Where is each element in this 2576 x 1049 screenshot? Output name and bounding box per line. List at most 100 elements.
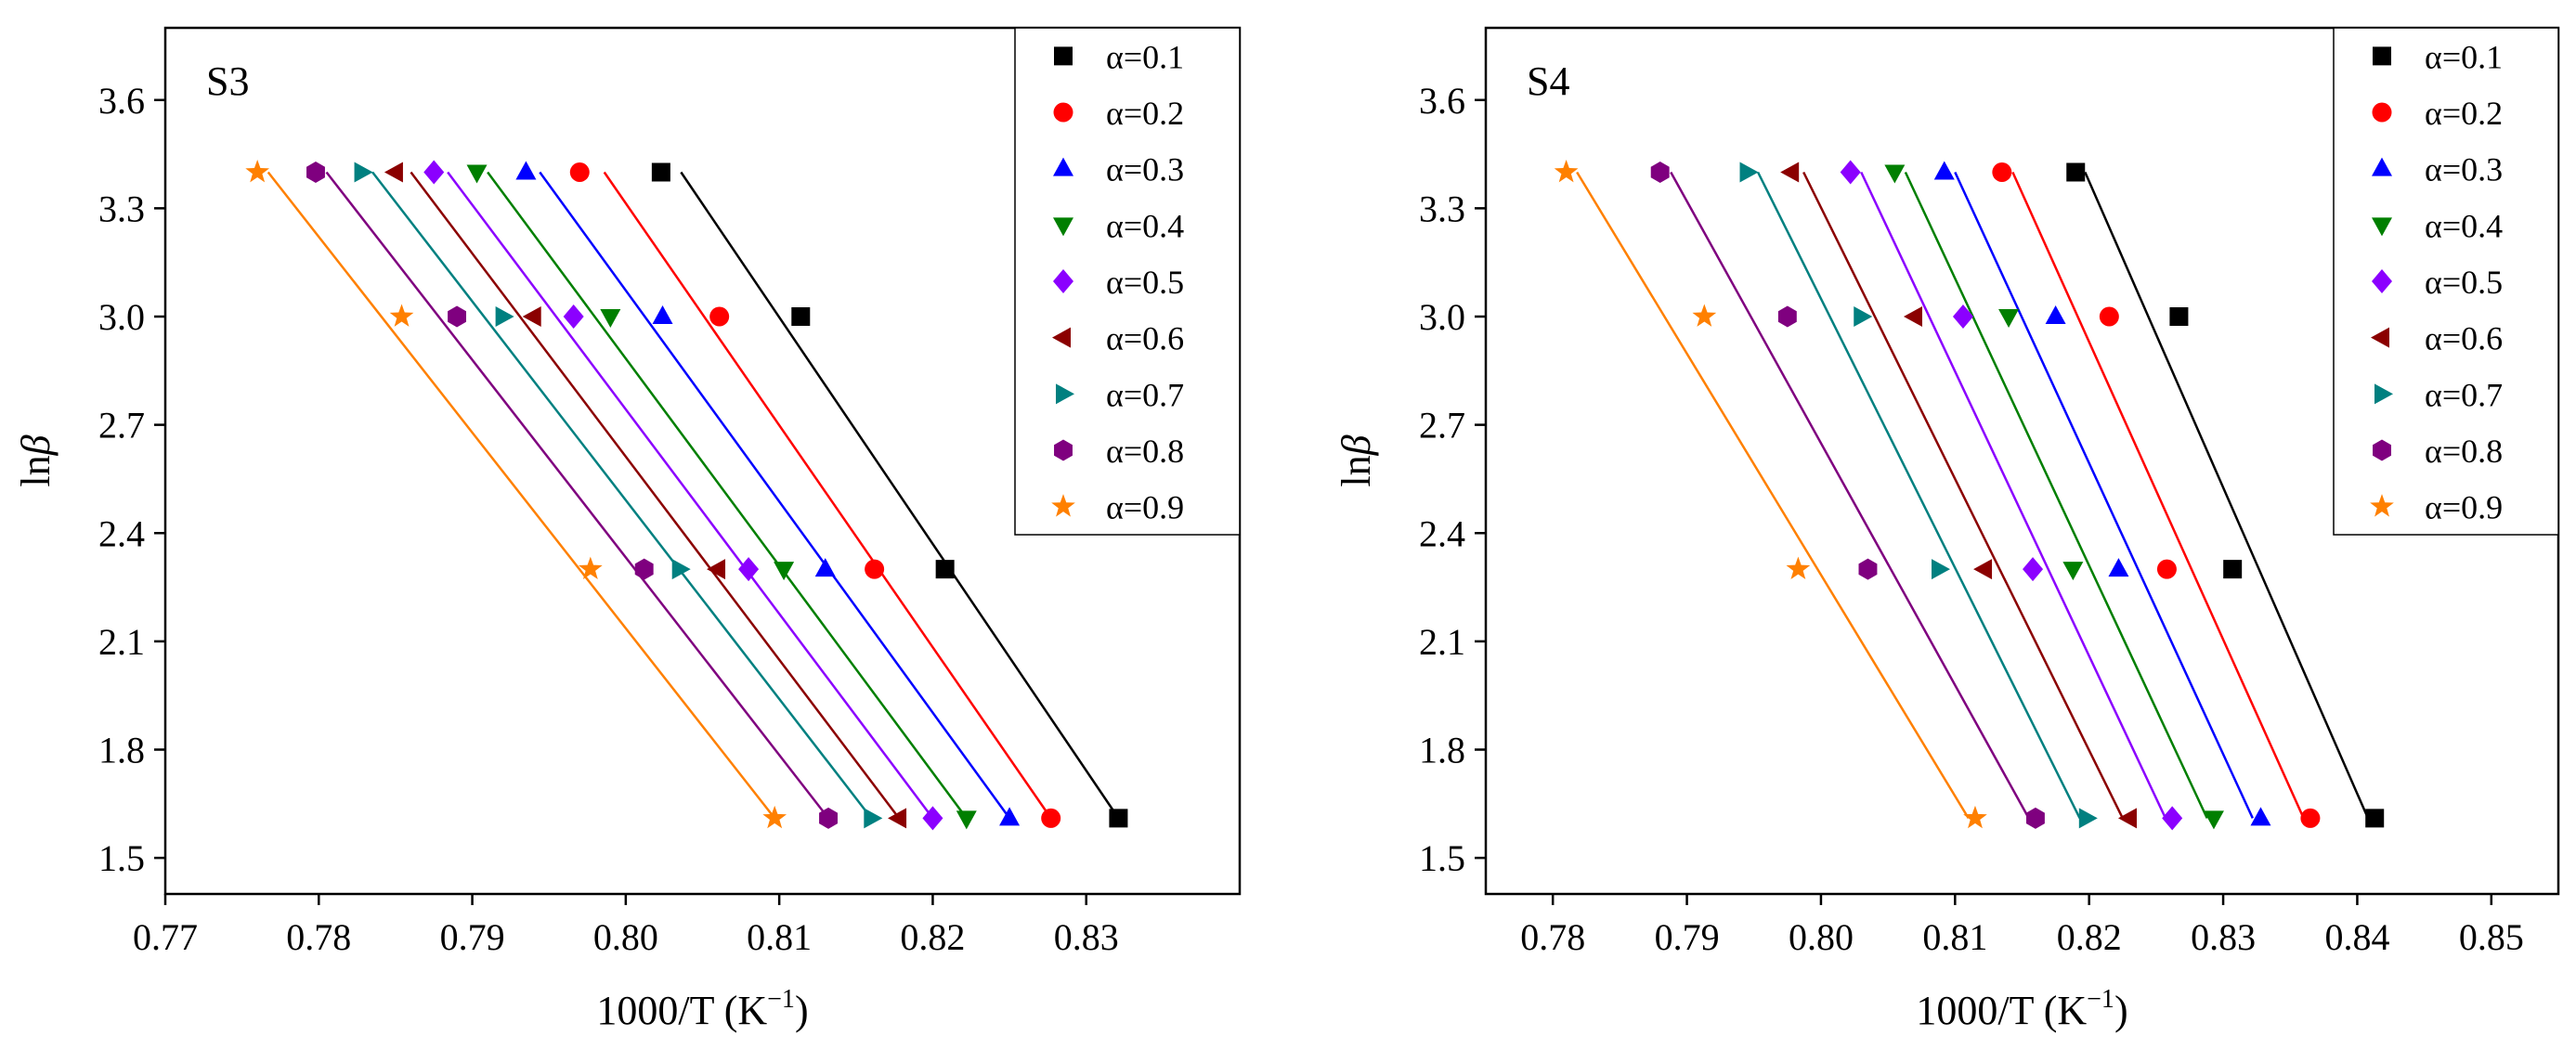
legend-item: α=0.7 bbox=[1056, 376, 1184, 413]
data-point bbox=[935, 560, 955, 579]
series-α-0.6 bbox=[1780, 162, 2137, 829]
data-point bbox=[1109, 809, 1128, 828]
x-tick-label: 0.82 bbox=[2057, 916, 2122, 958]
legend-label: α=0.5 bbox=[2425, 264, 2503, 301]
data-point bbox=[2156, 559, 2177, 579]
data-point bbox=[1041, 808, 1061, 828]
data-point bbox=[1963, 805, 1987, 829]
data-point bbox=[448, 305, 467, 328]
data-point bbox=[651, 162, 670, 182]
data-point bbox=[389, 304, 414, 327]
data-point bbox=[1692, 304, 1717, 327]
x-tick-label: 0.83 bbox=[1054, 916, 1119, 958]
legend-item: α=0.2 bbox=[2372, 95, 2503, 132]
legend-marker bbox=[1052, 327, 1071, 348]
x-tick-label: 0.82 bbox=[900, 916, 965, 958]
legend-label: α=0.2 bbox=[1106, 95, 1184, 132]
legend-marker bbox=[2372, 269, 2392, 293]
data-point bbox=[1904, 306, 1922, 327]
data-point bbox=[2066, 162, 2086, 182]
x-tick-label: 0.78 bbox=[286, 916, 351, 958]
legend-item: α=0.6 bbox=[2371, 320, 2503, 357]
legend-item: α=0.9 bbox=[2370, 489, 2503, 526]
chart-panel-s3: 0.77 0.78 0.79 0.80 0.81 0.82 0.83 1.5 1.8 2.1 2.4… bbox=[13, 26, 1242, 1033]
legend-marker bbox=[1053, 102, 1073, 123]
series-α-0.8 bbox=[306, 162, 838, 829]
fit-line bbox=[2084, 171, 2370, 819]
data-point bbox=[495, 306, 514, 327]
panel-label: S3 bbox=[206, 58, 249, 104]
data-point bbox=[1952, 304, 1973, 329]
legend-item: α=0.1 bbox=[2373, 38, 2503, 75]
data-point bbox=[864, 808, 883, 829]
legend-marker bbox=[1054, 46, 1073, 66]
data-point bbox=[2223, 560, 2243, 579]
data-point bbox=[306, 162, 325, 183]
legend-item: α=0.5 bbox=[2372, 264, 2503, 301]
data-point bbox=[1973, 559, 1993, 580]
data-point bbox=[1998, 309, 2020, 328]
series-α-0.7 bbox=[354, 162, 883, 829]
data-point bbox=[999, 807, 1021, 826]
series-α-0.4 bbox=[466, 164, 977, 830]
series-α-0.5 bbox=[1840, 160, 2183, 831]
x-tick-label: 0.81 bbox=[1922, 916, 1987, 958]
x-tick-label: 0.84 bbox=[2324, 916, 2389, 958]
data-point bbox=[1931, 559, 1950, 580]
data-point bbox=[1840, 160, 1861, 185]
fit-line bbox=[267, 171, 776, 820]
y-tick-label: 3.3 bbox=[98, 188, 145, 229]
data-point bbox=[814, 558, 836, 577]
legend-marker bbox=[2372, 217, 2392, 237]
data-point bbox=[2078, 808, 2098, 829]
legend-box bbox=[2333, 27, 2559, 536]
data-point bbox=[354, 162, 373, 183]
y-tick-label: 1.8 bbox=[98, 730, 145, 771]
data-point bbox=[1739, 162, 1759, 183]
data-point bbox=[522, 306, 541, 327]
data-point bbox=[569, 162, 590, 182]
data-point bbox=[466, 164, 488, 184]
x-axis-title: 1000/T (K−1) bbox=[596, 985, 808, 1033]
y-tick-label: 3.0 bbox=[1419, 296, 1465, 338]
x-tick-label: 0.80 bbox=[1789, 916, 1854, 958]
legend-marker bbox=[1053, 157, 1073, 176]
y-tick-label: 3.6 bbox=[1419, 80, 1465, 122]
data-point bbox=[1884, 164, 1906, 184]
legend-marker bbox=[1053, 217, 1073, 237]
legend-label: α=0.3 bbox=[2425, 151, 2503, 188]
fit-line bbox=[1954, 171, 2254, 819]
legend-marker bbox=[1054, 439, 1073, 461]
series-α-0.3 bbox=[515, 161, 1021, 826]
legend-label: α=0.8 bbox=[2425, 433, 2503, 470]
panel-label: S4 bbox=[1527, 58, 1569, 104]
fit-line bbox=[1670, 171, 2030, 819]
x-tick-label: 0.78 bbox=[1520, 916, 1585, 958]
legend-box bbox=[1014, 27, 1241, 536]
fit-line bbox=[1802, 171, 2124, 819]
data-point bbox=[579, 556, 603, 580]
legend-label: α=0.2 bbox=[2425, 95, 2503, 132]
x-tick-label: 0.81 bbox=[747, 916, 812, 958]
legend-item: α=0.2 bbox=[1053, 95, 1184, 132]
data-point bbox=[2062, 562, 2084, 581]
fit-line bbox=[447, 171, 934, 820]
y-tick-label: 2.4 bbox=[98, 512, 145, 554]
legend: α=0.1 α=0.2 α=0.3 α=0.4 α=0.5 α=0.6 α=0.7 α=0.8… bbox=[2333, 27, 2559, 536]
data-point bbox=[423, 160, 445, 185]
y-tick-label: 1.8 bbox=[1419, 730, 1465, 771]
data-point bbox=[2045, 305, 2066, 324]
data-point bbox=[1780, 162, 1800, 183]
data-point bbox=[888, 808, 907, 829]
data-point bbox=[709, 306, 730, 327]
y-axis-title: lnβ bbox=[13, 434, 59, 486]
legend-label: α=0.9 bbox=[1106, 489, 1184, 526]
x-tick-label: 0.77 bbox=[133, 916, 198, 958]
y-tick-label: 1.5 bbox=[98, 837, 145, 879]
data-point bbox=[956, 810, 977, 830]
x-tick-label: 0.79 bbox=[1655, 916, 1720, 958]
fit-line bbox=[487, 171, 968, 820]
data-point bbox=[2118, 808, 2137, 829]
legend-marker bbox=[1056, 383, 1074, 405]
series-α-0.4 bbox=[1884, 164, 2224, 830]
